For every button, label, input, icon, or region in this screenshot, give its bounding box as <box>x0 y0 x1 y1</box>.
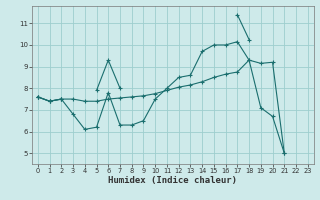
X-axis label: Humidex (Indice chaleur): Humidex (Indice chaleur) <box>108 176 237 185</box>
